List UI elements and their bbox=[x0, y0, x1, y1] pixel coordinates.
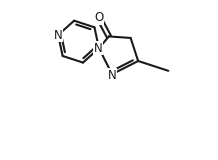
Text: O: O bbox=[95, 11, 104, 24]
Text: N: N bbox=[54, 28, 63, 41]
Text: N: N bbox=[108, 68, 116, 82]
Text: N: N bbox=[94, 42, 102, 55]
